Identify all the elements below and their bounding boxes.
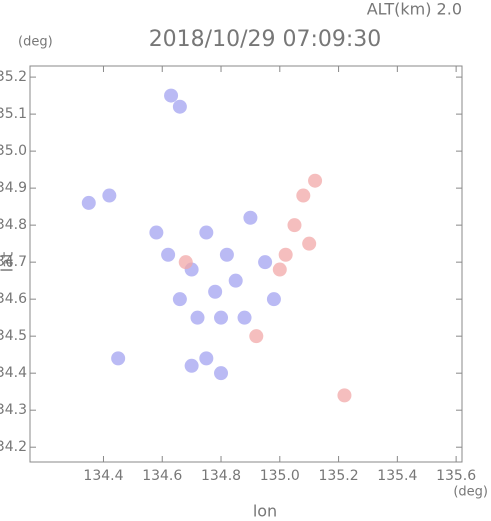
x-unit: (deg)	[453, 485, 488, 500]
echo-point	[214, 366, 229, 381]
x-axis-label: lon	[253, 502, 277, 521]
y-axis-label: lat	[0, 252, 17, 273]
echo-point	[266, 292, 281, 307]
echo-point	[161, 247, 176, 262]
y-tick-label: 34.3	[0, 402, 27, 418]
x-tick-label: 134.8	[201, 468, 241, 484]
echo-point	[184, 358, 199, 373]
echo-point	[164, 88, 179, 103]
echo-point	[172, 292, 187, 307]
y-tick-label: 34.7	[0, 254, 27, 270]
echo-point	[243, 210, 258, 225]
y-tick-label: 34.4	[0, 365, 27, 381]
x-tick-label: 134.6	[142, 468, 182, 484]
x-tick-label: 135.2	[319, 468, 359, 484]
echo-point	[172, 99, 187, 114]
echo-point	[228, 273, 243, 288]
echo-point	[190, 310, 205, 325]
x-tick-label: 134.4	[83, 468, 123, 484]
echo-point	[296, 188, 311, 203]
echo-point	[199, 225, 214, 240]
echo-point	[178, 255, 193, 270]
y-tick-label: 34.6	[0, 291, 27, 307]
echo-point	[81, 195, 96, 210]
y-tick-label: 35.2	[0, 69, 27, 85]
x-tick-label: 135.0	[260, 468, 300, 484]
echo-point	[208, 284, 223, 299]
y-tick-label: 35.1	[0, 106, 27, 122]
y-tick-label: 34.9	[0, 180, 27, 196]
y-tick-label: 34.5	[0, 328, 27, 344]
y-tick-label: 35.0	[0, 143, 27, 159]
plot-frame	[29, 65, 463, 463]
echo-point	[149, 225, 164, 240]
echo-point	[308, 173, 323, 188]
altitude-label: ALT(km) 2.0	[367, 0, 462, 19]
echo-point	[111, 351, 126, 366]
echo-point	[258, 255, 273, 270]
echo-point	[272, 262, 287, 277]
echo-point	[219, 247, 234, 262]
echo-point	[237, 310, 252, 325]
echo-point	[102, 188, 117, 203]
echo-point	[287, 218, 302, 233]
y-tick-label: 34.8	[0, 217, 27, 233]
echo-point	[278, 247, 293, 262]
echo-point	[249, 329, 264, 344]
y-unit: (deg)	[18, 35, 53, 50]
echo-point	[302, 236, 317, 251]
y-tick-label: 34.2	[0, 439, 27, 455]
echo-point	[214, 310, 229, 325]
x-tick-label: 135.6	[436, 468, 476, 484]
echo-point	[199, 351, 214, 366]
chart-title: 2018/10/29 07:09:30	[149, 27, 382, 52]
echo-point	[337, 388, 352, 403]
x-tick-label: 135.4	[377, 468, 417, 484]
